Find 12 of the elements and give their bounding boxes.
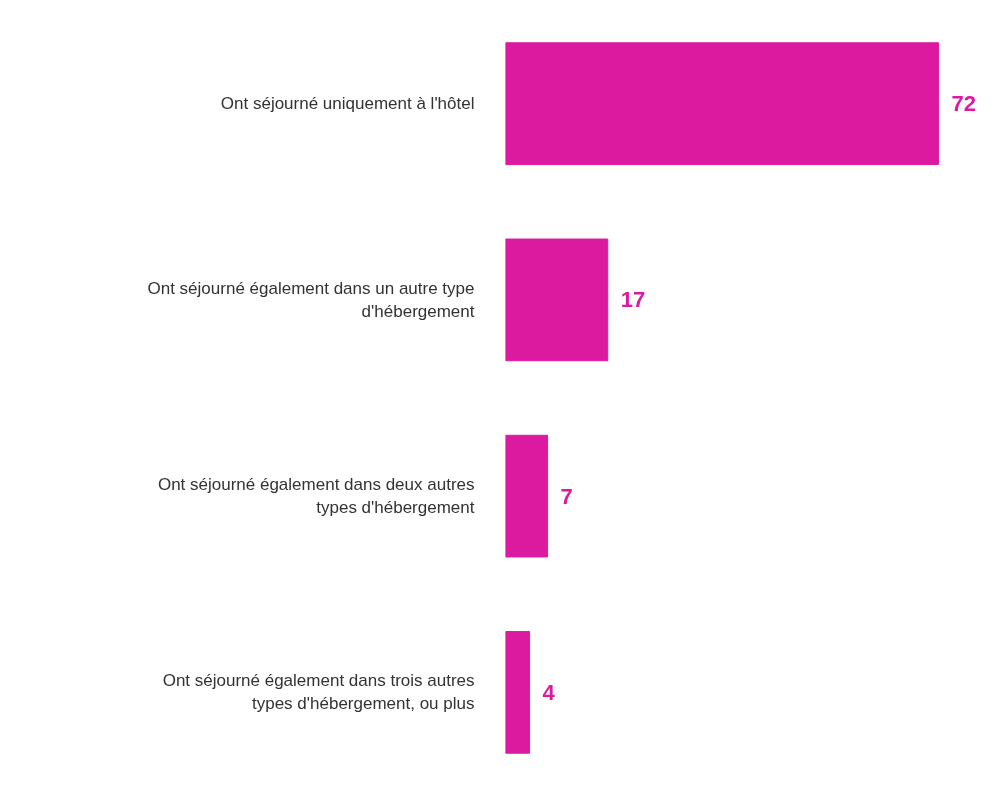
data-label: 17 [620, 287, 646, 313]
y-tick-label: Ont séjourné uniquement à l'hôtel [220, 94, 475, 114]
bar [505, 42, 940, 165]
data-label: 4 [542, 679, 556, 705]
y-tick-label: Ont séjourné également dans deux autres types d'hébergement [157, 475, 475, 518]
data-label: 72 [951, 91, 977, 117]
bar [505, 434, 549, 558]
y-tick-label: Ont séjourné également dans un autre type d'hébergement [147, 278, 475, 321]
y-tick-label: Ont séjourné également dans trois autres types d'hébergement, ou plus [162, 671, 475, 714]
bar [505, 238, 609, 362]
bar [505, 631, 531, 754]
data-label: 7 [560, 483, 573, 509]
